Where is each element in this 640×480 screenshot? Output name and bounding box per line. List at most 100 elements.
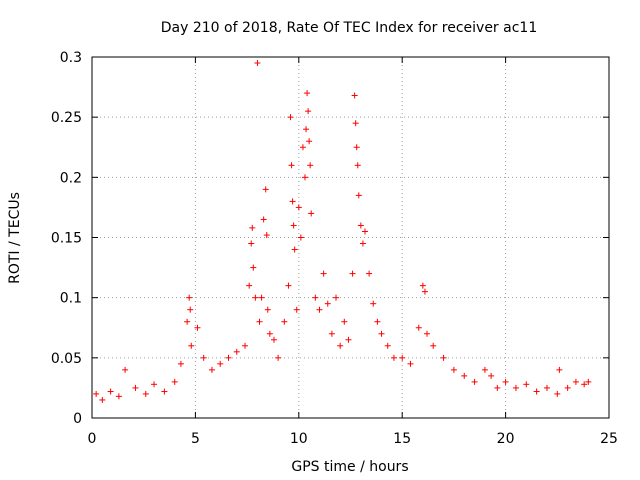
data-point bbox=[263, 232, 270, 239]
data-point bbox=[260, 216, 267, 223]
data-point bbox=[184, 318, 191, 325]
data-point bbox=[289, 198, 296, 205]
data-point bbox=[349, 270, 356, 277]
data-point bbox=[177, 360, 184, 367]
data-point bbox=[200, 354, 207, 361]
x-tick-label: 25 bbox=[600, 431, 618, 447]
data-point bbox=[293, 306, 300, 313]
data-point bbox=[275, 354, 282, 361]
data-point bbox=[481, 366, 488, 373]
data-point bbox=[353, 144, 360, 151]
data-point bbox=[543, 384, 550, 391]
data-point bbox=[523, 381, 530, 388]
y-tick-label: 0.2 bbox=[60, 170, 82, 186]
data-point bbox=[254, 60, 261, 67]
data-point bbox=[281, 318, 288, 325]
data-point bbox=[151, 381, 158, 388]
data-point bbox=[341, 318, 348, 325]
data-point bbox=[299, 144, 306, 151]
data-point bbox=[161, 388, 168, 395]
data-point bbox=[194, 324, 201, 331]
data-point bbox=[264, 306, 271, 313]
data-point bbox=[421, 288, 428, 295]
data-point bbox=[366, 270, 373, 277]
data-point bbox=[415, 324, 422, 331]
data-point bbox=[115, 393, 122, 400]
data-point bbox=[352, 120, 359, 127]
data-point bbox=[494, 384, 501, 391]
data-point bbox=[270, 336, 277, 343]
data-point bbox=[390, 354, 397, 361]
x-tick-label: 0 bbox=[88, 431, 97, 447]
data-point bbox=[304, 90, 311, 97]
y-tick-label: 0 bbox=[73, 411, 82, 427]
data-point bbox=[333, 294, 340, 301]
y-tick-label: 0.05 bbox=[51, 351, 82, 367]
data-point bbox=[361, 228, 368, 235]
data-point bbox=[564, 384, 571, 391]
data-point bbox=[225, 354, 232, 361]
data-point bbox=[324, 300, 331, 307]
data-point bbox=[171, 378, 178, 385]
x-tick-label: 20 bbox=[497, 431, 515, 447]
data-point bbox=[572, 378, 579, 385]
data-points bbox=[93, 60, 592, 403]
data-point bbox=[256, 318, 263, 325]
data-point bbox=[258, 294, 265, 301]
data-point bbox=[450, 366, 457, 373]
data-point bbox=[585, 378, 592, 385]
data-point bbox=[407, 360, 414, 367]
data-point bbox=[378, 330, 385, 337]
data-point bbox=[359, 240, 366, 247]
data-point bbox=[242, 342, 249, 349]
y-tick-label: 0.15 bbox=[51, 231, 82, 247]
data-point bbox=[419, 282, 426, 289]
chart-title: Day 210 of 2018, Rate Of TEC Index for r… bbox=[161, 20, 537, 36]
data-point bbox=[440, 354, 447, 361]
data-point bbox=[461, 372, 468, 379]
data-point bbox=[351, 92, 358, 99]
data-point bbox=[345, 336, 352, 343]
data-point bbox=[488, 372, 495, 379]
data-point bbox=[246, 282, 253, 289]
data-point bbox=[217, 360, 224, 367]
data-point bbox=[307, 162, 314, 169]
data-point bbox=[290, 222, 297, 229]
data-point bbox=[99, 396, 106, 403]
data-point bbox=[424, 330, 431, 337]
data-point bbox=[303, 126, 310, 133]
data-point bbox=[248, 240, 255, 247]
data-point bbox=[305, 108, 312, 115]
data-point bbox=[233, 348, 240, 355]
x-tick-labels: 0 5 10 15 20 25 bbox=[88, 431, 618, 447]
data-point bbox=[556, 366, 563, 373]
data-point bbox=[512, 384, 519, 391]
y-axis-label: ROTI / TECUs bbox=[7, 192, 23, 284]
data-point bbox=[285, 282, 292, 289]
data-point bbox=[306, 138, 313, 145]
data-point bbox=[291, 246, 298, 253]
x-tick-label: 10 bbox=[290, 431, 308, 447]
data-point bbox=[295, 204, 302, 211]
data-point bbox=[287, 114, 294, 121]
data-point bbox=[187, 306, 194, 313]
data-point bbox=[430, 342, 437, 349]
data-point bbox=[93, 390, 100, 397]
data-point bbox=[132, 384, 139, 391]
data-point bbox=[554, 390, 561, 397]
x-axis-label: GPS time / hours bbox=[291, 459, 408, 475]
x-tick-label: 5 bbox=[191, 431, 200, 447]
data-point bbox=[142, 390, 149, 397]
axis-ticks bbox=[91, 56, 610, 419]
data-point bbox=[328, 330, 335, 337]
data-point bbox=[502, 378, 509, 385]
x-tick-label: 15 bbox=[393, 431, 411, 447]
data-point bbox=[384, 342, 391, 349]
data-point bbox=[188, 342, 195, 349]
data-point bbox=[297, 234, 304, 241]
data-point bbox=[302, 174, 309, 181]
data-point bbox=[122, 366, 129, 373]
data-point bbox=[399, 354, 406, 361]
data-point bbox=[374, 318, 381, 325]
